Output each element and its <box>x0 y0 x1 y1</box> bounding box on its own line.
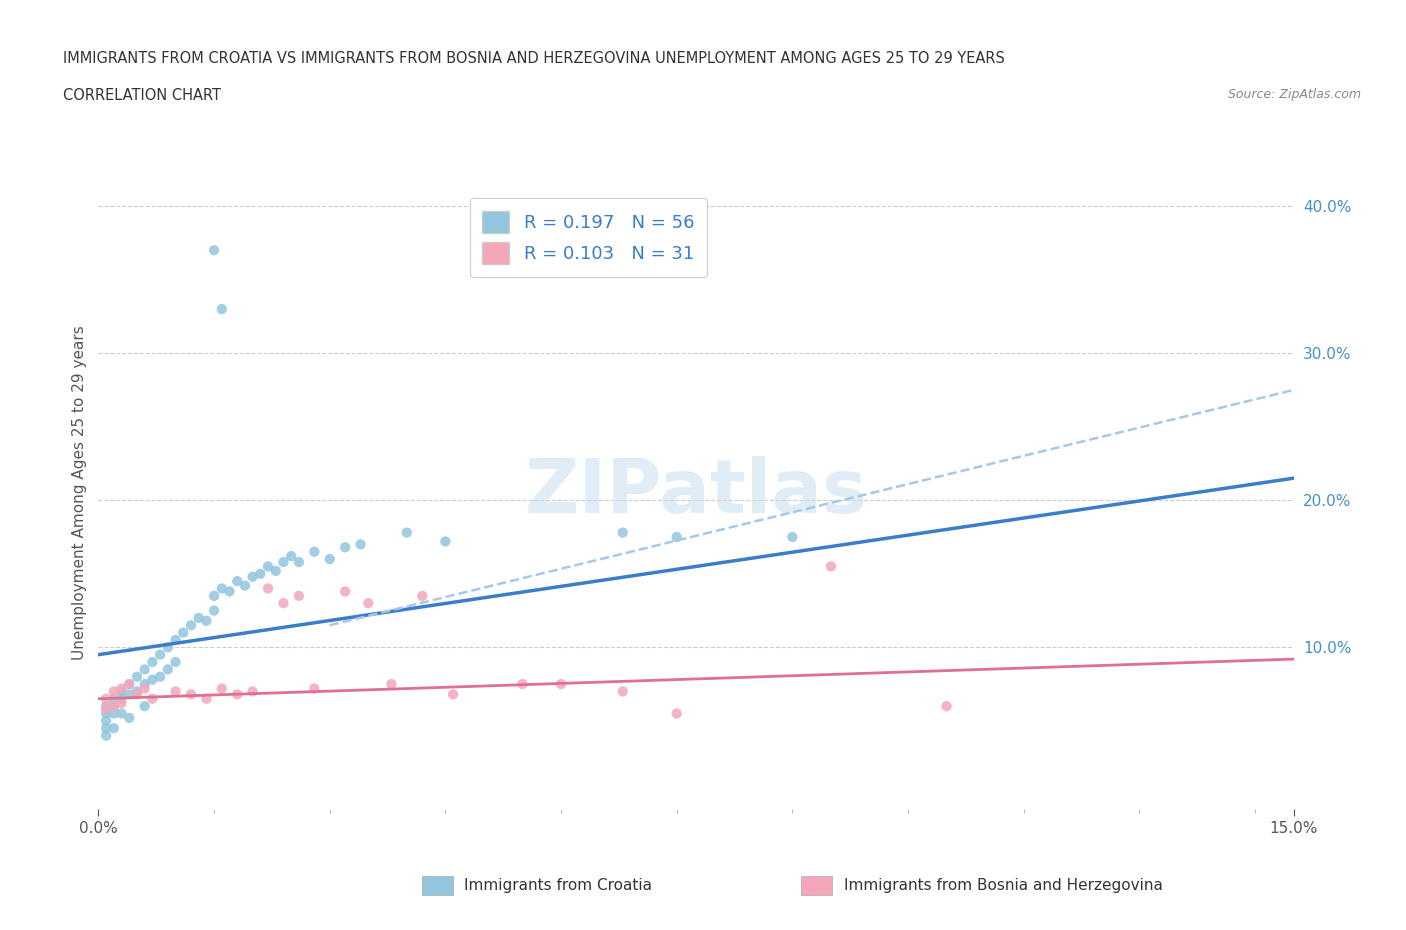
Point <box>187 610 209 625</box>
Point <box>411 589 433 604</box>
Point <box>165 684 187 698</box>
Point <box>149 647 172 662</box>
Point <box>665 529 688 544</box>
Point <box>233 578 256 593</box>
Point <box>141 655 163 670</box>
Point <box>304 681 326 696</box>
Point <box>202 604 225 618</box>
Text: IMMIGRANTS FROM CROATIA VS IMMIGRANTS FROM BOSNIA AND HERZEGOVINA UNEMPLOYMENT A: IMMIGRANTS FROM CROATIA VS IMMIGRANTS FR… <box>63 51 1005 66</box>
Point <box>280 549 302 564</box>
Point <box>103 706 125 721</box>
Point <box>434 534 457 549</box>
Point <box>118 677 141 692</box>
Point <box>110 691 132 706</box>
Point <box>110 696 132 711</box>
Point <box>333 584 356 599</box>
Text: ZIPatlas: ZIPatlas <box>524 457 868 529</box>
Point <box>257 581 280 596</box>
Point <box>149 670 172 684</box>
Text: Immigrants from Bosnia and Herzegovina: Immigrants from Bosnia and Herzegovina <box>844 878 1163 893</box>
Point <box>211 681 233 696</box>
Point <box>257 559 280 574</box>
Point <box>441 687 464 702</box>
Point <box>94 701 117 716</box>
Point <box>103 698 125 713</box>
Point <box>118 677 141 692</box>
Point <box>249 566 271 581</box>
Point <box>94 698 117 713</box>
Point <box>288 554 311 569</box>
Point <box>242 569 264 584</box>
Point <box>333 540 356 555</box>
Point <box>125 684 148 698</box>
Point <box>172 625 194 640</box>
Point <box>103 691 125 706</box>
Point <box>218 584 240 599</box>
Y-axis label: Unemployment Among Ages 25 to 29 years: Unemployment Among Ages 25 to 29 years <box>72 326 87 660</box>
Point <box>211 301 233 316</box>
Point <box>273 596 295 611</box>
Point <box>612 525 634 540</box>
Point <box>118 687 141 702</box>
Point <box>242 684 264 698</box>
Point <box>380 677 402 692</box>
Text: CORRELATION CHART: CORRELATION CHART <box>63 88 221 103</box>
Point <box>118 711 141 725</box>
Point <box>180 618 202 632</box>
Point <box>195 691 218 706</box>
Point <box>134 698 156 713</box>
Point <box>165 655 187 670</box>
Point <box>125 687 148 702</box>
Point <box>94 691 117 706</box>
Point <box>550 677 572 692</box>
Point <box>319 551 342 566</box>
Point <box>134 681 156 696</box>
Text: Immigrants from Croatia: Immigrants from Croatia <box>464 878 652 893</box>
Point <box>211 581 233 596</box>
Point <box>512 677 534 692</box>
Point <box>202 243 225 258</box>
Point <box>103 684 125 698</box>
Legend: R = 0.197   N = 56, R = 0.103   N = 31: R = 0.197 N = 56, R = 0.103 N = 31 <box>470 198 707 277</box>
Point <box>134 662 156 677</box>
Point <box>612 684 634 698</box>
Point <box>94 713 117 728</box>
Point <box>125 670 148 684</box>
Point <box>141 672 163 687</box>
Point <box>94 728 117 743</box>
Point <box>180 687 202 702</box>
Point <box>103 721 125 736</box>
Point <box>103 698 125 713</box>
Point <box>110 681 132 696</box>
Point <box>264 564 287 578</box>
Point <box>110 706 132 721</box>
Point <box>94 721 117 736</box>
Point <box>110 684 132 698</box>
Point <box>165 632 187 647</box>
Point <box>195 614 218 629</box>
Point <box>94 706 117 721</box>
Point <box>395 525 418 540</box>
Point <box>304 544 326 559</box>
Point <box>288 589 311 604</box>
Point <box>349 537 371 551</box>
Point <box>141 691 163 706</box>
Point <box>782 529 804 544</box>
Point <box>665 706 688 721</box>
Text: Source: ZipAtlas.com: Source: ZipAtlas.com <box>1227 88 1361 101</box>
Point <box>202 589 225 604</box>
Point <box>226 687 249 702</box>
Point <box>226 574 249 589</box>
Point <box>357 596 380 611</box>
Point <box>156 640 179 655</box>
Point <box>156 662 179 677</box>
Point <box>935 698 957 713</box>
Point <box>820 559 842 574</box>
Point <box>273 554 295 569</box>
Point <box>134 677 156 692</box>
